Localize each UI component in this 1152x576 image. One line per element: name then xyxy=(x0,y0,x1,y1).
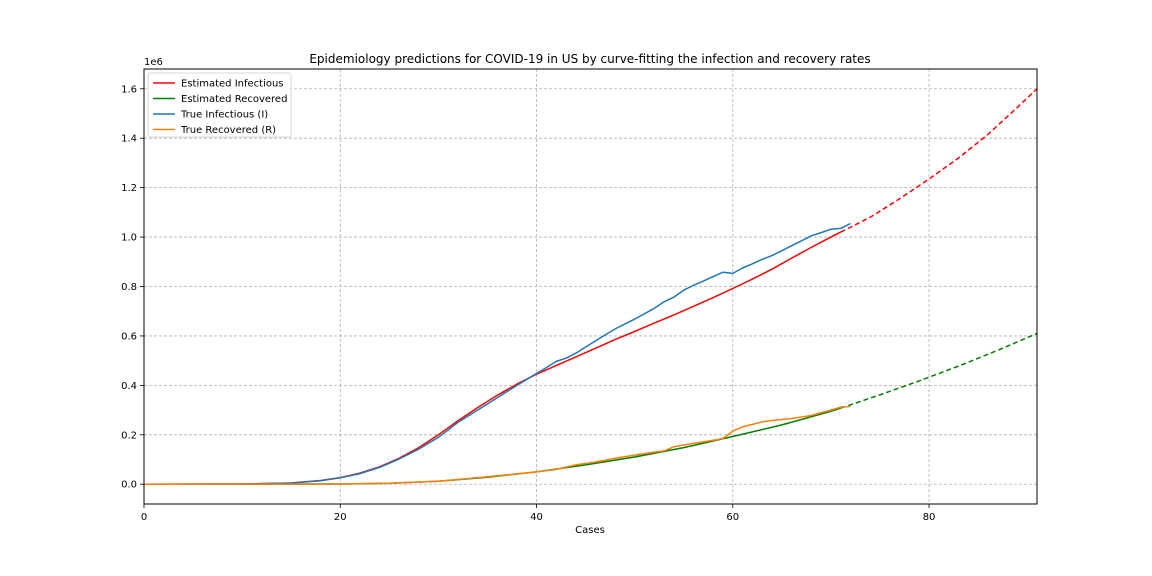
grid xyxy=(143,69,1037,504)
x-tick-label: 40 xyxy=(530,512,543,523)
legend: Estimated Infectious Estimated Recovered T… xyxy=(147,72,292,138)
y-axis-ticks: 0.0 0.2 0.4 0.6 0.8 1.0 1.2 1.4 1.6 xyxy=(121,84,144,491)
y-tick-label: 0.8 xyxy=(121,282,137,293)
y-tick-label: 0.2 xyxy=(121,430,137,441)
legend-label: Estimated Infectious xyxy=(181,79,284,90)
y-tick-label: 1.2 xyxy=(121,183,137,194)
y-tick-label: 0.0 xyxy=(121,480,137,491)
series-line xyxy=(840,88,1038,233)
legend-box xyxy=(147,72,292,138)
series-lines xyxy=(143,88,1038,485)
legend-label: True Infectious (I) xyxy=(180,110,268,121)
x-tick-label: 0 xyxy=(141,512,147,523)
series-line xyxy=(840,332,1038,409)
chart-title: Epidemiology predictions for COVID-19 in… xyxy=(309,52,870,66)
x-tick-label: 60 xyxy=(726,512,739,523)
x-tick-label: 80 xyxy=(923,512,936,523)
y-tick-label: 0.4 xyxy=(121,381,137,392)
series-line xyxy=(143,222,851,485)
y-tick-label: 0.6 xyxy=(121,331,137,342)
x-axis-label: Cases xyxy=(575,525,605,536)
y-tick-label: 1.0 xyxy=(121,233,137,244)
y-offset-label: 1e6 xyxy=(144,57,163,68)
legend-label: Estimated Recovered xyxy=(181,94,287,105)
series-line xyxy=(143,405,851,485)
x-axis-ticks: 0 20 40 60 80 xyxy=(141,504,936,523)
y-tick-label: 1.4 xyxy=(121,134,137,145)
legend-label: True Recovered (R) xyxy=(180,125,276,136)
y-tick-label: 1.6 xyxy=(121,84,137,95)
x-tick-label: 20 xyxy=(334,512,347,523)
